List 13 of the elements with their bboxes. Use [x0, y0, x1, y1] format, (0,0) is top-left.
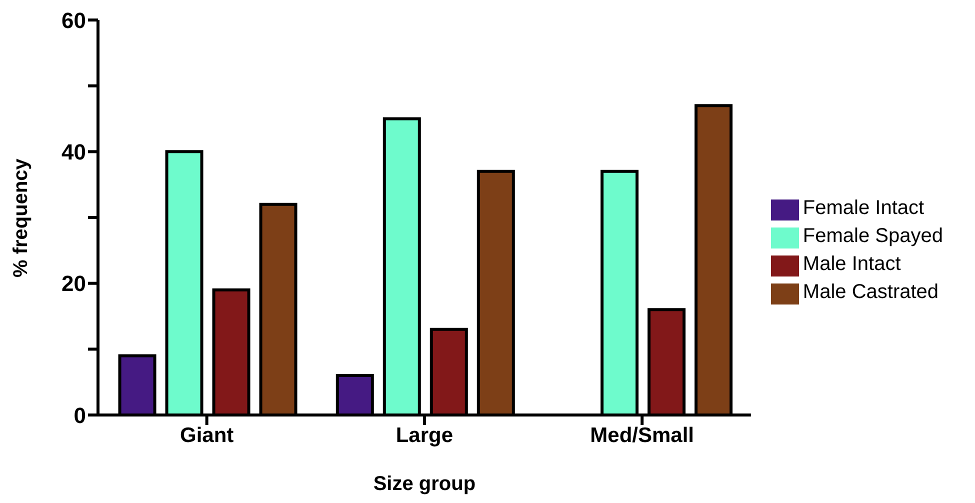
legend-label: Female Intact: [802, 196, 924, 219]
y-tick-label: 20: [62, 271, 86, 296]
x-tick-label: Large: [396, 424, 454, 447]
y-axis-title: % frequency: [10, 158, 32, 278]
x-tick-label: Giant: [180, 424, 234, 447]
y-tick-label: 40: [62, 139, 86, 164]
x-axis-title: Size group: [373, 473, 476, 495]
legend-label: Male Intact: [802, 252, 901, 275]
y-tick-label: 0: [74, 402, 86, 428]
legend-label: Male Castrated: [802, 280, 939, 303]
y-tick-label: 60: [62, 8, 86, 33]
x-tick-label: Med/Small: [590, 424, 694, 447]
legend-label: Female Spayed: [802, 224, 943, 247]
